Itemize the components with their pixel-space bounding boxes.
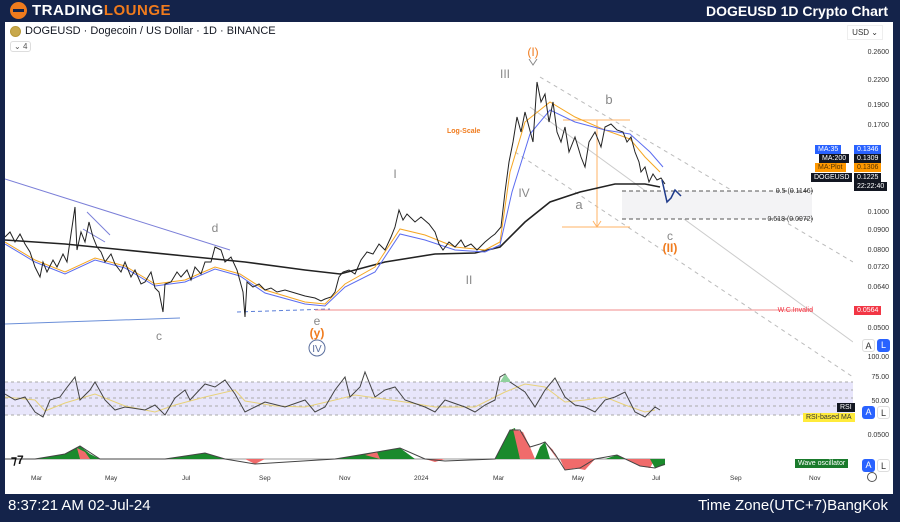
dogecoin-icon [10, 25, 21, 37]
currency-label: USD [852, 28, 870, 37]
tradingview-logo-icon: ⁊7 [11, 453, 24, 467]
x-tick: Jul [652, 475, 661, 482]
brand-part2: LOUNGE [103, 2, 171, 19]
timezone-label: Time Zone(UTC+7)BangKok [698, 497, 888, 514]
indicator-collapse-toggle[interactable]: ⌄ 4 [10, 41, 32, 52]
wave-label-y-orange: (y) [310, 326, 325, 340]
rsi-tick: 75.00 [871, 374, 889, 381]
wave-label-II-orange: (II) [663, 241, 678, 255]
invalid-level-label: W.C.Invalid [778, 307, 814, 314]
visibility-eye-icon[interactable] [867, 472, 877, 482]
log-scale-button[interactable]: L [877, 339, 890, 352]
wave-label-IV-circled: IV [312, 344, 322, 355]
rsi-tick: 50.00 [871, 398, 889, 405]
bar-countdown-tag: 22:22:40 [854, 182, 888, 191]
rsi-log-scale-button[interactable]: L [877, 406, 890, 419]
page-title: DOGEUSD 1D Crypto Chart [705, 3, 888, 19]
ma200-label-tag: MA:200 [819, 154, 850, 163]
symbol-price-label-tag: DOGEUSD [811, 173, 853, 182]
maplot-label-tag: MA:Plot [815, 163, 846, 172]
indicator-count: 4 [22, 42, 28, 51]
rsi-tick: 100.00 [867, 354, 889, 361]
capture-timestamp: 8:37:21 AM 02-Jul-24 [8, 497, 151, 514]
tradinglounge-logo: TRADINGLOUNGE [10, 2, 171, 19]
chevron-down-icon: ⌄ [871, 28, 878, 37]
header-bar: TRADINGLOUNGE DOGEUSD 1D Crypto Chart [0, 0, 900, 22]
fib-0-5-label: 0.5 (0.1146) [776, 188, 813, 195]
brand-part1: TRADING [32, 2, 104, 19]
y-tick: 0.0900 [867, 227, 889, 234]
wave-label-II: II [466, 273, 473, 287]
osc-auto-scale-button[interactable]: A [862, 459, 875, 472]
symbol-info[interactable]: DOGEUSD · Dogecoin / US Dollar · 1D · BI… [10, 25, 276, 37]
y-tick: 0.0800 [867, 247, 889, 254]
y-tick: 0.1900 [867, 102, 889, 109]
rsi-ma-label-tag: RSI-based MA [803, 413, 855, 422]
x-tick: 2024 [414, 475, 429, 482]
wave-label-c-left: c [156, 329, 162, 343]
y-tick: 0.0720 [867, 264, 889, 271]
wave-label-a: a [575, 197, 583, 212]
currency-select[interactable]: USD ⌄ [847, 25, 883, 40]
osc-tick: 0.0500 [867, 432, 889, 439]
wave-label-III: III [500, 67, 510, 81]
invalid-price-tag: 0.0564 [854, 306, 882, 315]
wave-label-b: b [605, 92, 612, 107]
chart-canvas[interactable]: (I) III b IV a c (II) I II d c e (y) IV … [5, 22, 853, 494]
ma200-value-tag: 0.1309 [854, 154, 882, 163]
logo-icon [10, 2, 27, 19]
y-tick: 0.2600 [867, 49, 889, 56]
y-tick: 0.0640 [867, 284, 889, 291]
y-tick: 0.1000 [867, 209, 889, 216]
auto-scale-button[interactable]: A [862, 339, 875, 352]
x-tick: Mar [493, 475, 505, 482]
maplot-value-tag: 0.1306 [854, 163, 882, 172]
wave-oscillator-label-tag: Wave oscillator [795, 459, 849, 468]
y-tick: 0.0500 [867, 325, 889, 332]
wave-label-c-right: c [667, 229, 673, 243]
wave-label-I: I [393, 167, 396, 181]
wave-label-d: d [212, 221, 219, 235]
y-tick: 0.1700 [867, 122, 889, 129]
ma35-value-tag: 0.1346 [854, 145, 882, 154]
x-tick: Nov [809, 475, 821, 482]
fib-0-618-label: 0.618 (0.0972) [767, 216, 813, 223]
rsi-auto-scale-button[interactable]: A [862, 406, 875, 419]
symbol-title: DOGEUSD · Dogecoin / US Dollar · 1D · BI… [25, 25, 276, 37]
chart-panel[interactable]: DOGEUSD · Dogecoin / US Dollar · 1D · BI… [5, 22, 893, 494]
x-tick: Mar [31, 475, 43, 482]
x-tick: Nov [339, 475, 351, 482]
wave-label-I-orange: (I) [527, 45, 538, 59]
osc-log-scale-button[interactable]: L [877, 459, 890, 472]
x-tick: Sep [730, 475, 742, 482]
ma35-label-tag: MA:35 [815, 145, 842, 154]
wave-label-IV: IV [518, 186, 529, 200]
current-price-tag: 0.1225 [854, 173, 882, 182]
x-tick: Jul [182, 475, 191, 482]
log-scale-label: Log-Scale [447, 128, 481, 135]
price-axis[interactable]: 0.2600 0.2200 0.1900 0.1700 0.1000 0.090… [853, 22, 893, 494]
x-tick: May [572, 475, 585, 482]
rsi-label-tag: RSI [837, 403, 855, 412]
wave-label-e: e [314, 314, 321, 328]
x-tick: Sep [259, 475, 271, 482]
y-tick: 0.2200 [867, 77, 889, 84]
x-tick: May [105, 475, 118, 482]
